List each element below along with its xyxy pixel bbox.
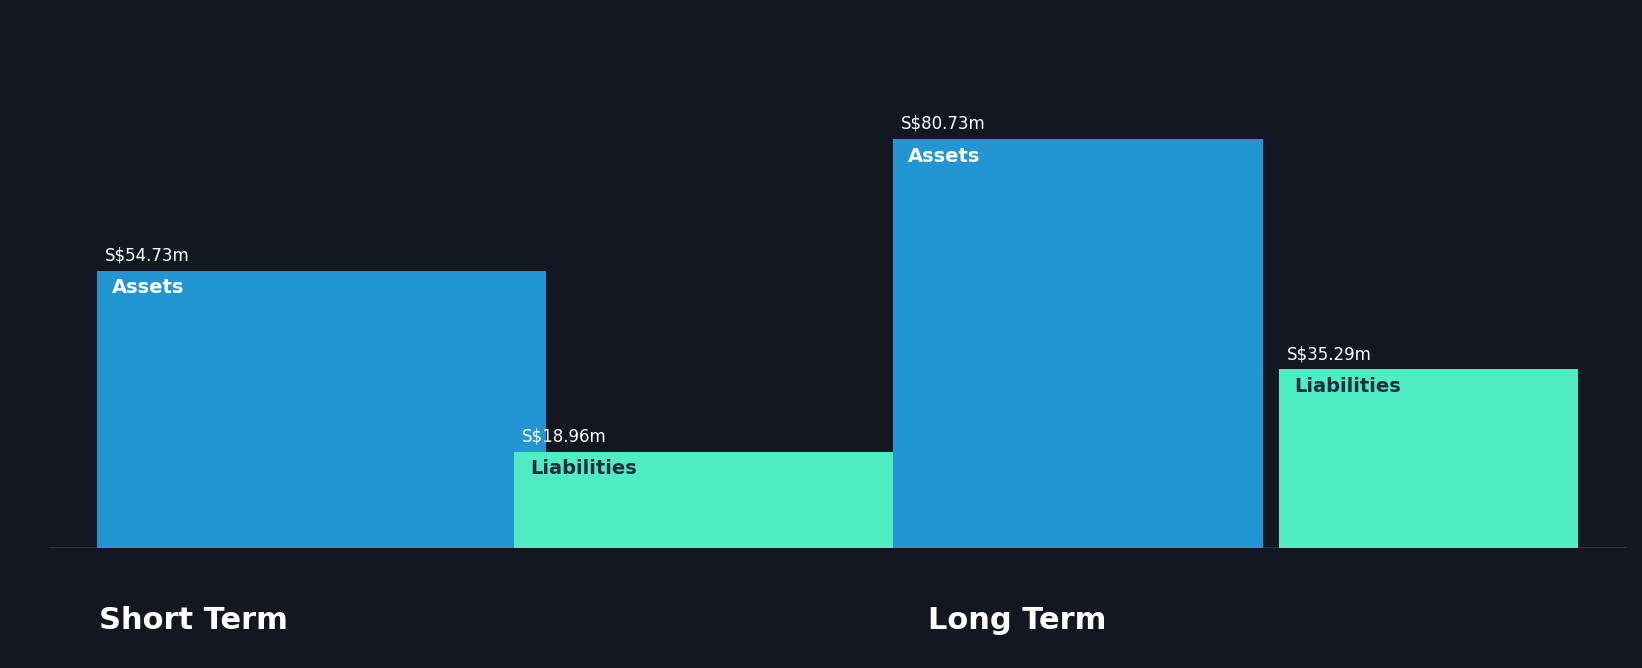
Text: S$35.29m: S$35.29m (1287, 345, 1371, 363)
Text: S$80.73m: S$80.73m (900, 115, 985, 133)
Text: Long Term: Long Term (928, 606, 1107, 635)
Text: Assets: Assets (112, 279, 184, 297)
Text: Assets: Assets (908, 147, 980, 166)
Text: Short Term: Short Term (99, 606, 287, 635)
Text: S$18.96m: S$18.96m (522, 428, 608, 446)
Bar (893, 139, 1263, 548)
Bar (1279, 369, 1578, 548)
Text: Liabilities: Liabilities (1294, 377, 1401, 395)
Bar (97, 271, 545, 548)
Text: S$54.73m: S$54.73m (105, 246, 189, 265)
Bar (514, 452, 900, 548)
Text: Liabilities: Liabilities (530, 460, 637, 478)
